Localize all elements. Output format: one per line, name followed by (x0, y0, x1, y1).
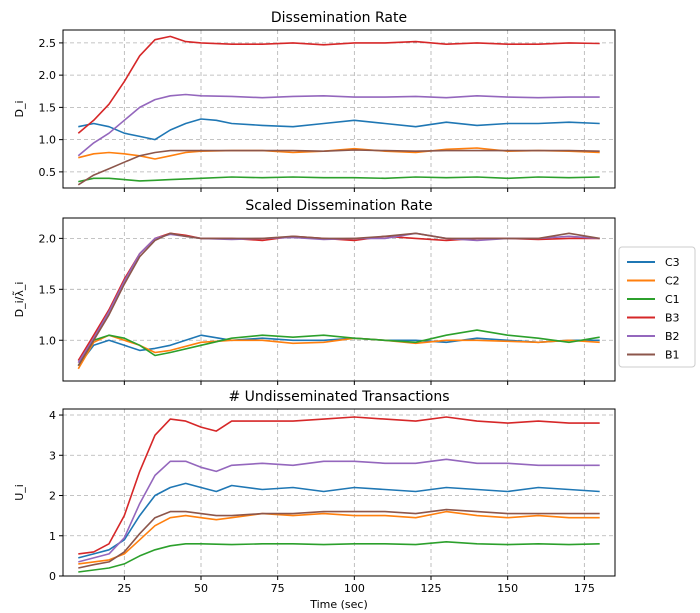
chart-title: Dissemination Rate (271, 10, 407, 26)
x-tick-label: 100 (344, 582, 365, 595)
x-axis-label: Time (sec) (309, 598, 368, 611)
y-axis-label: D_i/λ̃_i (12, 282, 26, 318)
x-tick-label: 175 (574, 582, 595, 595)
y-tick-label: 1.5 (39, 283, 57, 296)
y-tick-label: 3 (49, 449, 56, 462)
series-line-C3 (78, 482, 600, 559)
plot-frame (62, 217, 616, 382)
legend-label-C2: C2 (665, 275, 680, 288)
x-tick-label: 125 (421, 582, 442, 595)
y-tick-label: 0 (49, 570, 56, 583)
y-tick-label: 0.5 (39, 166, 57, 179)
series-line-C1 (77, 329, 600, 367)
legend-frame (618, 246, 696, 368)
y-tick-label: 2.0 (39, 69, 57, 82)
series-line-B2 (77, 232, 600, 364)
chart-panel-2: 1.0 1.5 2.0 Scaled Dissemination Rate D_i/λ̃… (12, 198, 616, 385)
series-line-B1 (77, 232, 600, 367)
series-line-C1 (78, 176, 600, 183)
series-line-C1 (78, 541, 600, 573)
legend-label-B1: B1 (665, 349, 680, 362)
chart-title: # Undisseminated Transactions (228, 389, 449, 405)
legend-label-B3: B3 (665, 312, 680, 325)
series-line-B3 (78, 416, 600, 555)
series-line-B2 (77, 93, 600, 157)
series-line-C2 (77, 334, 600, 370)
y-tick-label: 2 (49, 490, 56, 503)
y-tick-label: 2.0 (39, 232, 57, 245)
x-tick-label: 150 (497, 582, 518, 595)
y-tick-label: 2.5 (39, 37, 57, 50)
y-tick-label: 1.5 (39, 101, 57, 114)
chart-panel-1: 0.5 1.0 1.5 2.0 2.5 Dissemination Rate D_i (13, 10, 616, 192)
y-tick-label: 1.0 (39, 334, 57, 347)
plot-frame (62, 408, 616, 577)
series-line-C2 (78, 147, 600, 160)
x-tick-label: 75 (271, 582, 285, 595)
legend-label-C1: C1 (665, 293, 680, 306)
series-line-C2 (78, 510, 600, 565)
legend-label-C3: C3 (665, 256, 680, 269)
series-line-C3 (78, 118, 600, 141)
x-tick-label: 25 (117, 582, 131, 595)
legend-label-B2: B2 (665, 330, 680, 343)
plot-frame (62, 29, 616, 189)
series-line-B1 (77, 149, 600, 186)
y-axis-label: D_i (13, 100, 26, 117)
series-line-B1 (78, 508, 600, 569)
y-tick-label: 1.0 (39, 134, 57, 147)
series-line-B3 (77, 35, 600, 134)
series-line-B2 (78, 458, 600, 563)
y-tick-label: 1 (49, 530, 56, 543)
y-axis-label: U_i (13, 484, 26, 501)
series-line-C3 (77, 334, 600, 367)
y-tick-label: 4 (49, 409, 56, 422)
chart-panel-3: 25 50 75 100 125 150 175 0 1 2 3 4 # Undisseminated … (13, 389, 616, 611)
x-tick-label: 50 (194, 582, 208, 595)
legend: C3 C2 C1 B3 B2 B1 (618, 246, 696, 368)
chart-title: Scaled Dissemination Rate (245, 198, 432, 214)
